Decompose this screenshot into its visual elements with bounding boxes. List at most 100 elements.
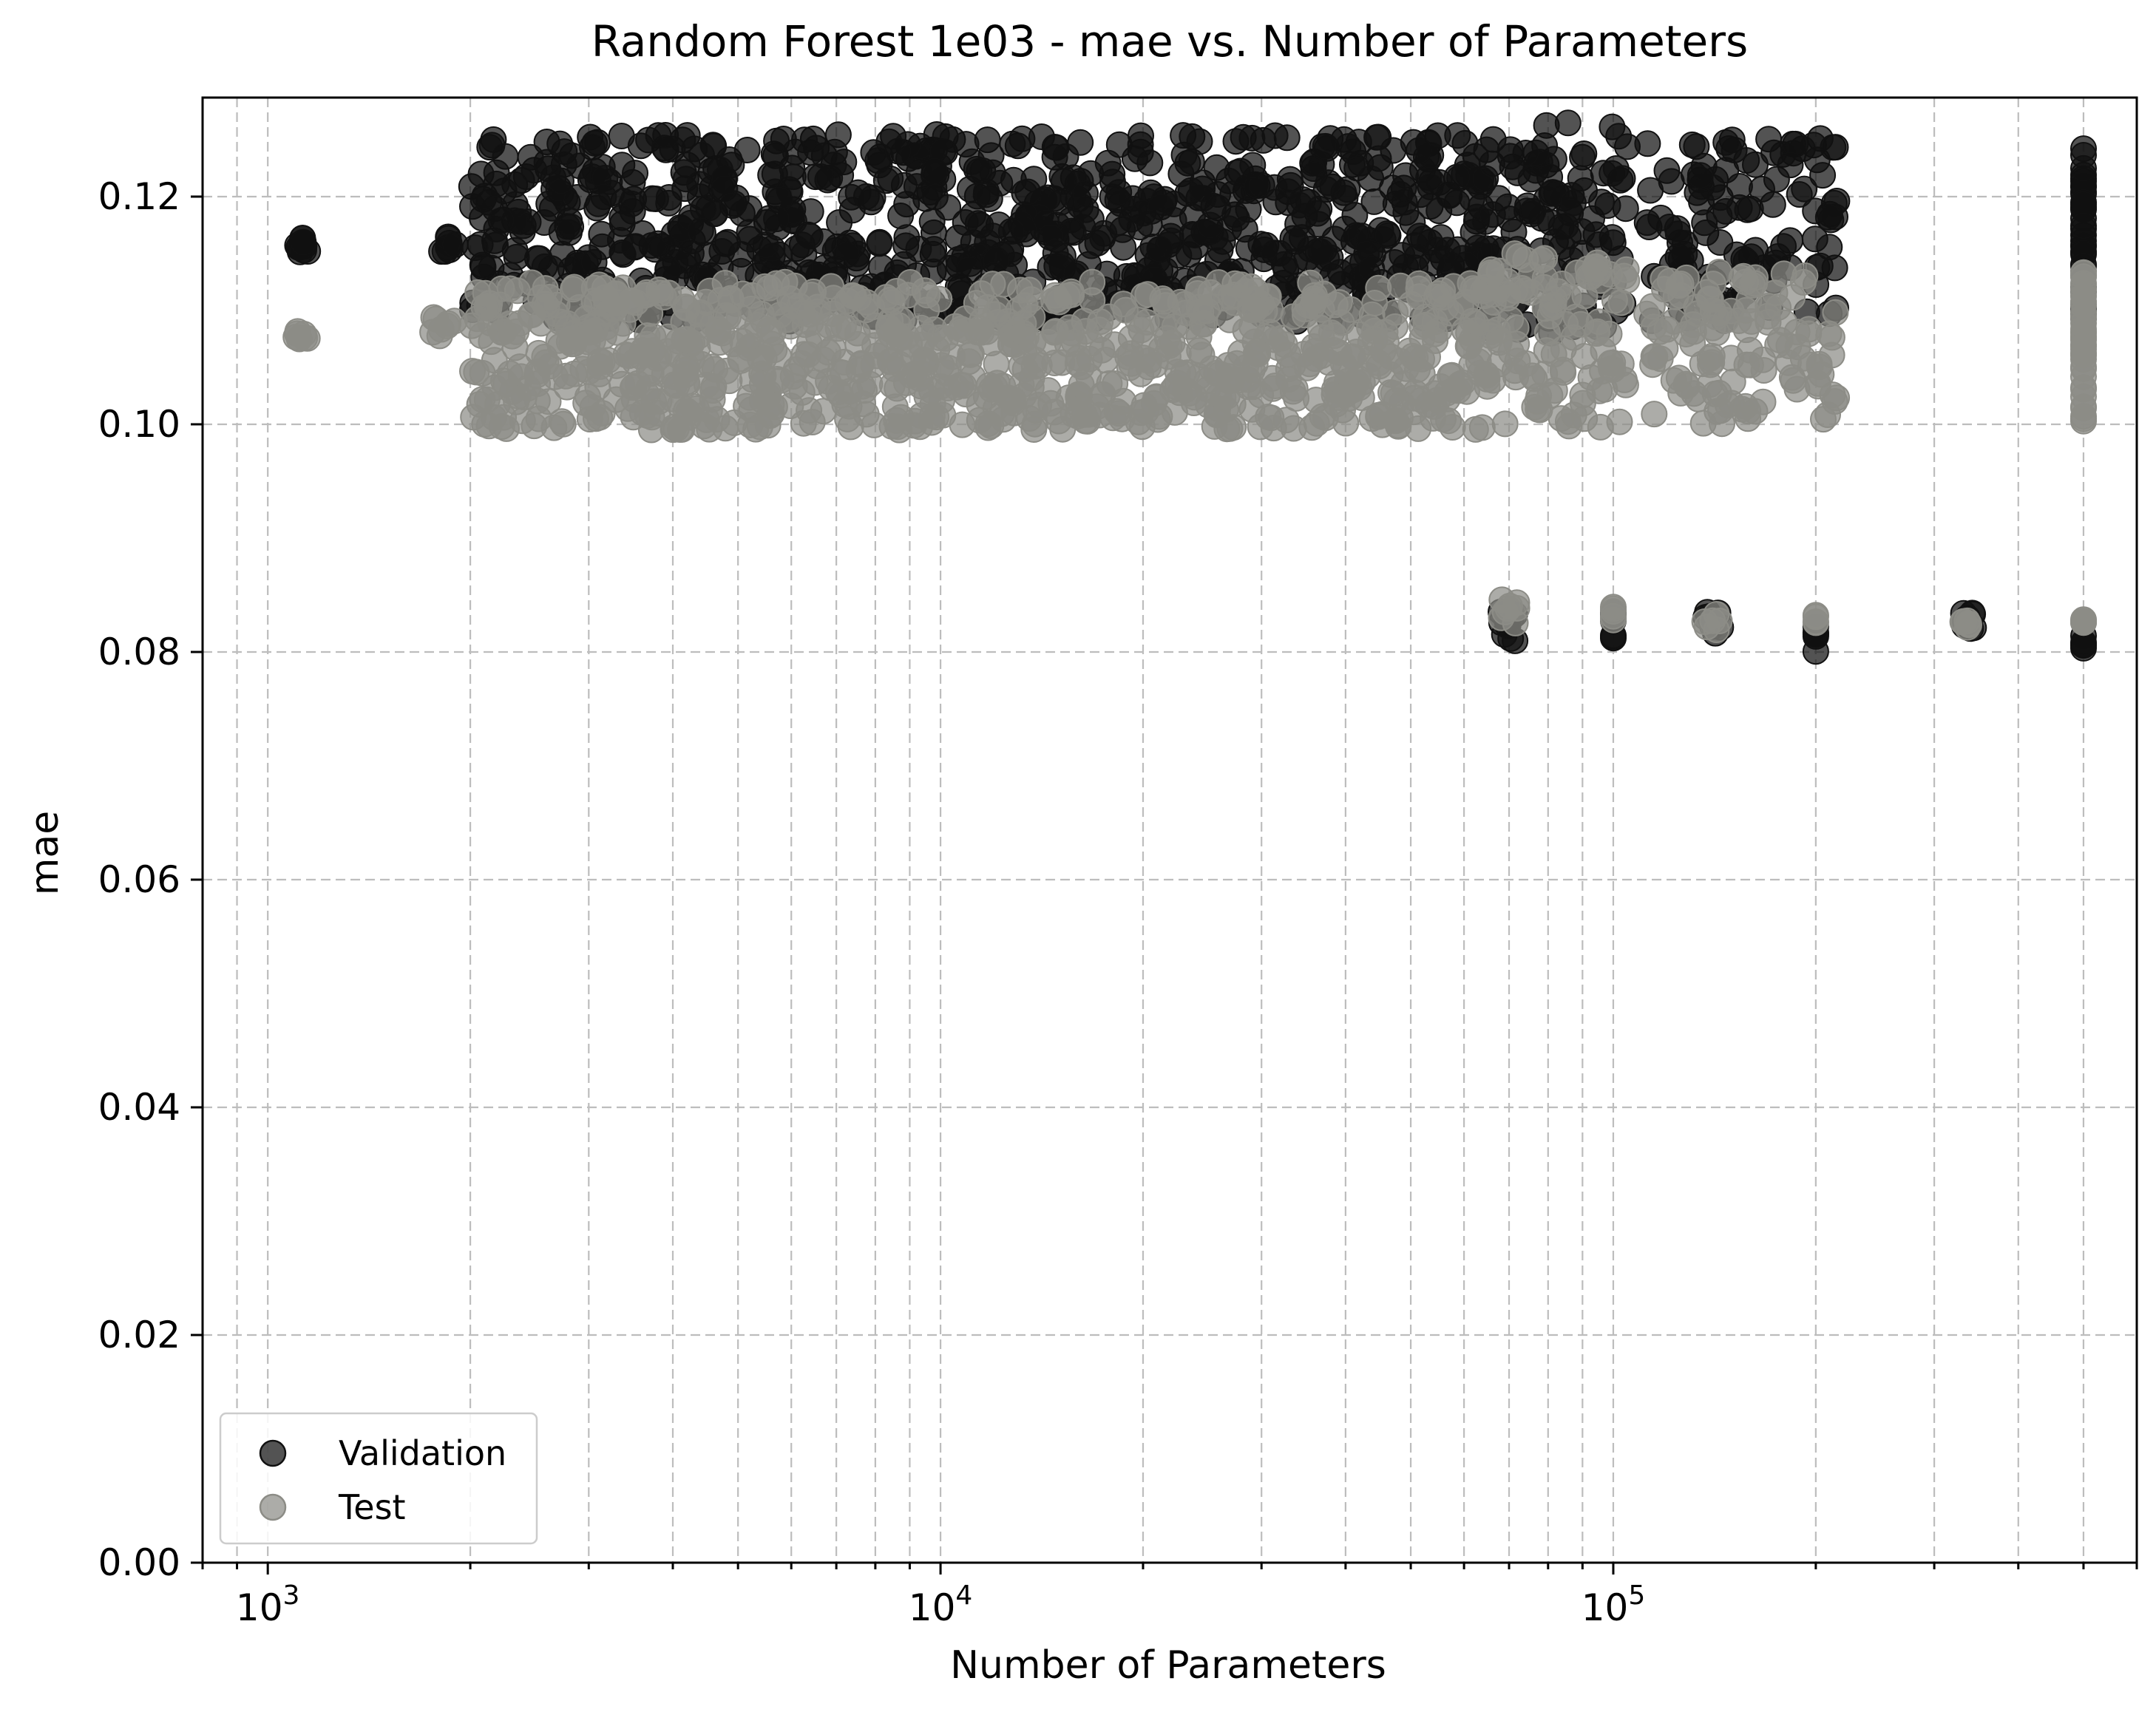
- point-test: [583, 405, 609, 432]
- point-test: [1405, 415, 1432, 442]
- point-validation: [1105, 179, 1133, 206]
- point-test: [1332, 381, 1360, 408]
- point-test: [1116, 354, 1143, 381]
- point-test: [1706, 608, 1733, 634]
- point-test: [765, 343, 793, 370]
- point-validation: [1517, 166, 1545, 193]
- point-validation: [708, 238, 736, 265]
- point-validation: [1335, 133, 1362, 160]
- point-test: [603, 319, 631, 346]
- point-test: [947, 371, 974, 398]
- point-validation: [687, 217, 714, 244]
- point-test: [706, 329, 733, 356]
- point-test: [1528, 246, 1556, 274]
- point-test: [966, 391, 993, 418]
- point-validation: [1802, 638, 1829, 665]
- point-validation: [1494, 193, 1522, 220]
- point-validation: [1196, 211, 1224, 239]
- point-test: [1511, 277, 1539, 305]
- point-test: [1438, 361, 1465, 389]
- point-test: [781, 373, 808, 400]
- point-test: [1641, 343, 1669, 370]
- point-test: [294, 325, 321, 352]
- point-validation: [1770, 233, 1797, 260]
- legend: Validation Test: [219, 1412, 538, 1545]
- point-validation: [483, 215, 510, 242]
- point-test: [2070, 403, 2097, 430]
- point-validation: [1688, 188, 1715, 216]
- point-validation: [1726, 173, 1753, 200]
- point-validation: [563, 184, 591, 211]
- point-test: [540, 414, 568, 441]
- legend-marker-validation: [259, 1439, 287, 1467]
- point-test: [1641, 401, 1668, 428]
- point-test: [1808, 361, 1835, 388]
- point-validation: [590, 183, 617, 211]
- point-validation: [1286, 191, 1313, 219]
- point-test: [1420, 393, 1448, 420]
- point-test: [1329, 350, 1357, 378]
- point-test: [1600, 595, 1627, 622]
- point-test: [1203, 359, 1230, 387]
- point-test: [1213, 415, 1241, 443]
- point-validation: [807, 163, 834, 190]
- point-test: [1255, 404, 1282, 430]
- y-tick-label: 0.04: [98, 1086, 180, 1129]
- point-validation: [686, 171, 713, 198]
- point-validation: [1262, 188, 1289, 216]
- point-validation: [2070, 212, 2097, 240]
- point-test: [1328, 309, 1355, 336]
- point-validation: [1235, 234, 1262, 262]
- point-test: [1822, 299, 1849, 326]
- point-validation: [1791, 175, 1818, 203]
- point-validation: [1820, 134, 1847, 161]
- point-test: [1369, 337, 1397, 364]
- point-test: [875, 313, 902, 341]
- point-validation: [997, 217, 1025, 245]
- point-test: [1396, 337, 1423, 364]
- point-test: [1755, 293, 1782, 319]
- point-validation: [1050, 168, 1077, 195]
- point-test: [1079, 268, 1106, 296]
- y-tick-label: 0.02: [98, 1314, 180, 1356]
- point-validation: [955, 256, 983, 283]
- point-test: [673, 326, 700, 353]
- data-points: [282, 109, 2097, 665]
- point-test: [876, 348, 904, 376]
- point-test: [1651, 276, 1678, 303]
- point-test: [1480, 281, 1508, 308]
- point-test: [850, 390, 877, 418]
- point-test: [1770, 260, 1797, 288]
- point-test: [1184, 280, 1211, 307]
- point-test: [1382, 407, 1409, 434]
- point-test: [1143, 383, 1170, 410]
- point-test: [964, 319, 991, 346]
- point-test: [914, 282, 941, 309]
- point-test: [586, 360, 613, 387]
- point-test: [1696, 344, 1723, 372]
- point-test: [1008, 353, 1035, 379]
- point-test: [1587, 413, 1614, 441]
- x-tick-label: 103: [236, 1580, 300, 1629]
- point-test: [815, 339, 841, 366]
- point-validation: [1028, 123, 1055, 150]
- point-test: [883, 407, 910, 434]
- point-test: [624, 370, 651, 397]
- point-test: [1556, 412, 1583, 440]
- point-test: [619, 338, 646, 365]
- point-validation: [1072, 180, 1099, 207]
- point-test: [1683, 293, 1710, 321]
- point-test: [1550, 359, 1577, 386]
- legend-label-test: Test: [338, 1487, 406, 1527]
- point-test: [1732, 393, 1759, 420]
- point-test: [1545, 278, 1572, 305]
- point-validation: [733, 137, 761, 163]
- point-validation: [1390, 174, 1417, 202]
- point-test: [1598, 355, 1625, 382]
- y-tick-label: 0.10: [98, 403, 180, 446]
- point-test: [1205, 382, 1233, 410]
- point-validation: [580, 248, 608, 276]
- point-test: [1133, 308, 1160, 336]
- point-test: [1021, 410, 1048, 438]
- point-validation: [1633, 209, 1661, 237]
